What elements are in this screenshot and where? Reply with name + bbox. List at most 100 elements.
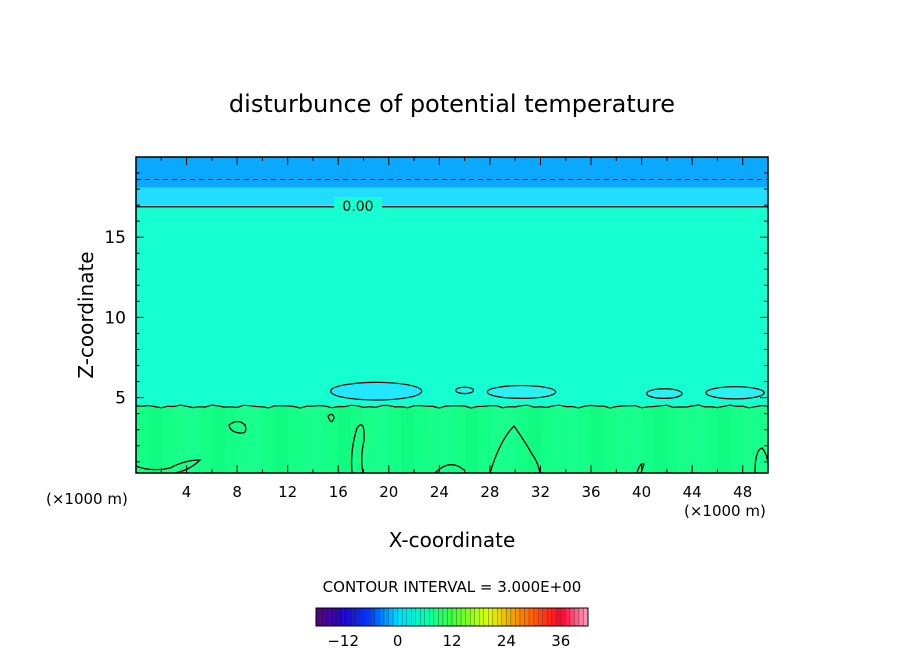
- cool-pocket: [646, 388, 683, 400]
- x-tick-label: 48: [733, 483, 752, 501]
- colorbar-segment: [374, 607, 380, 627]
- colorbar-segment: [415, 607, 421, 627]
- colorbar-segment: [501, 607, 507, 627]
- colorbar-segment: [524, 607, 530, 627]
- chart-title: disturbunce of potential temperature: [229, 90, 675, 118]
- colorbar-segment: [469, 607, 475, 627]
- x-tick-label: 28: [480, 483, 499, 501]
- x-tick-label: 40: [632, 483, 651, 501]
- colorbar-segment: [447, 607, 453, 627]
- colorbar-segment: [338, 607, 344, 627]
- colorbar-segment: [333, 607, 339, 627]
- cell-shade: [679, 406, 693, 473]
- colorbar-frame: [315, 607, 589, 627]
- x-tick-label: 20: [379, 483, 398, 501]
- cell-shade: [363, 406, 377, 473]
- cell-shade: [464, 406, 478, 473]
- warm-contour: [350, 424, 365, 474]
- contour-band-1: [136, 187, 768, 206]
- cell-shade: [489, 406, 504, 473]
- colorbar-segment: [433, 607, 439, 627]
- colorbar-segment: [556, 607, 561, 627]
- cell-shade: [401, 406, 415, 473]
- cell-shade: [553, 406, 567, 473]
- colorbar-segment: [569, 607, 575, 627]
- cell-shade: [426, 406, 440, 473]
- x-tick-label: 12: [278, 483, 297, 501]
- cell-shade: [439, 406, 453, 473]
- colorbar-segment: [528, 607, 534, 627]
- colorbar-segment: [474, 607, 480, 627]
- cell-shade: [704, 406, 718, 473]
- colorbar-segment: [497, 607, 503, 627]
- colorbar-segment: [551, 607, 557, 627]
- cell-shade: [578, 406, 592, 473]
- contours-layer: [135, 178, 769, 474]
- colorbar-segment: [542, 607, 548, 627]
- cell-shade: [262, 406, 276, 473]
- cool-pocket: [486, 384, 557, 400]
- colorbar-segment: [506, 607, 512, 627]
- colorbar-segment: [365, 607, 371, 627]
- lower-contour: [135, 404, 769, 409]
- colorbar-tick-label: 0: [393, 632, 403, 650]
- cell-shade: [628, 406, 643, 473]
- colorbar-segment: [315, 607, 321, 627]
- cell-shade: [616, 406, 630, 473]
- cell-shade: [325, 406, 339, 473]
- cell-shade: [477, 406, 491, 473]
- cell-shade: [515, 406, 529, 473]
- x-axis-label: X-coordinate: [389, 528, 516, 552]
- colorbar-segment: [510, 607, 516, 627]
- colorbar-segment: [401, 607, 407, 627]
- colorbar: −12 0 12 24 36: [315, 607, 589, 650]
- cell-shade: [666, 406, 681, 473]
- cell-shade: [414, 406, 428, 473]
- x-tick-label: 36: [581, 483, 600, 501]
- warm-contour: [489, 424, 541, 474]
- colorbar-segment: [565, 607, 571, 627]
- cell-shade: [338, 406, 352, 473]
- cool-pocket: [705, 386, 765, 400]
- cell-shade: [717, 406, 731, 473]
- colorbar-segment: [343, 607, 348, 627]
- y-axis-label: Z-coordinate: [74, 251, 98, 378]
- x-unit-right: (×1000 m): [684, 502, 766, 520]
- cell-shade: [161, 406, 175, 473]
- colorbar-segment: [492, 607, 498, 627]
- contour-band-0: [136, 157, 768, 188]
- cell-shade: [300, 406, 314, 473]
- cell-shade: [136, 406, 150, 473]
- cool-pocket: [330, 381, 423, 401]
- warm-contour: [327, 413, 335, 423]
- colorbar-segment: [574, 607, 580, 627]
- colorbar-segment: [361, 607, 367, 627]
- colorbar-segment: [465, 607, 471, 627]
- cell-shade: [312, 406, 327, 473]
- colorbar-segment: [451, 607, 457, 627]
- cells-layer: [136, 406, 769, 473]
- colorbar-segment: [370, 607, 376, 627]
- warm-contour: [135, 459, 202, 474]
- x-tick-label: 4: [182, 483, 192, 501]
- cell-shade: [452, 406, 466, 473]
- colorbar-segment: [479, 607, 484, 627]
- cell-shade: [591, 406, 605, 473]
- cell-shade: [730, 406, 744, 473]
- cell-shade: [565, 406, 579, 473]
- cell-shade: [388, 406, 402, 473]
- colorbar-segment: [519, 607, 525, 627]
- y-tick-label: 10: [104, 308, 126, 328]
- cell-shade: [527, 406, 541, 473]
- colorbar-segment: [429, 607, 435, 627]
- colorbar-segment: [411, 607, 416, 627]
- colorbar-segment: [397, 607, 403, 627]
- cell-shade: [603, 406, 617, 473]
- cell-shade: [641, 406, 655, 473]
- x-tick-label: 24: [430, 483, 449, 501]
- cool-pocket: [455, 386, 475, 395]
- cell-shade: [275, 406, 289, 473]
- colorbar-segment: [420, 607, 425, 627]
- colorbar-tick-label: 12: [442, 632, 461, 650]
